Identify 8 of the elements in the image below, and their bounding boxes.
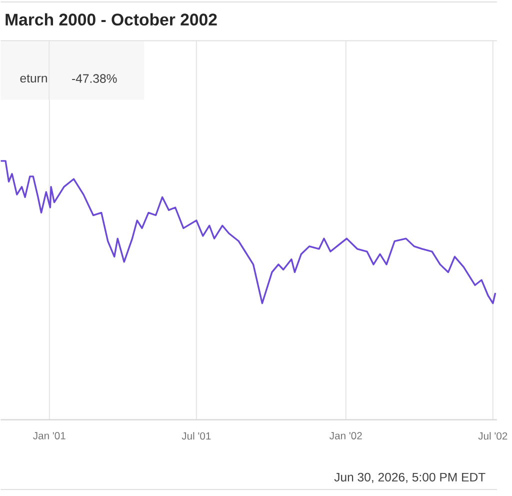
chart-title: March 2000 - October 2002: [6, 13, 217, 26]
x-tick-label: Jul '01: [182, 432, 211, 440]
text: -47.38%: [72, 74, 117, 83]
text: eturn: [20, 74, 47, 82]
x-tick-label: Jan '01: [33, 432, 66, 440]
x-tick-label: Jan '02: [330, 432, 362, 440]
x-tick-label: Jul '02: [478, 432, 508, 440]
text: Jun 30, 2026, 5:00 PM EDT: [334, 472, 486, 483]
